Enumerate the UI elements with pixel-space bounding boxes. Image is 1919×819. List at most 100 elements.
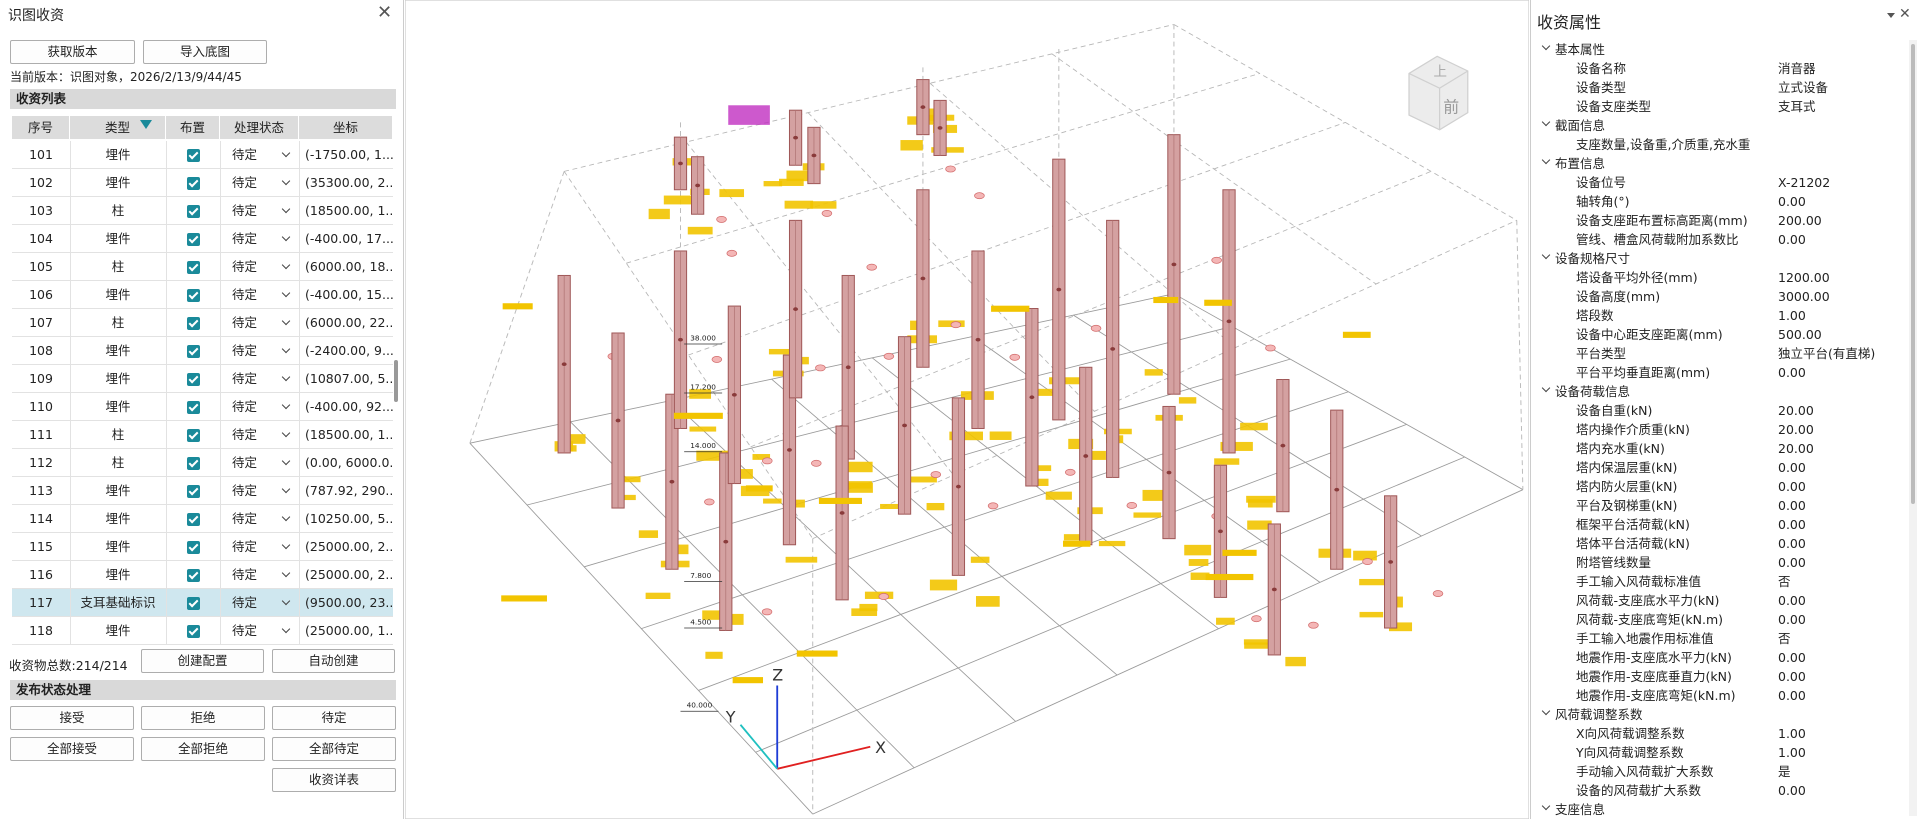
property-value[interactable]: 0.00 (1778, 479, 1806, 494)
row-status[interactable]: 待定 (232, 343, 258, 358)
table-row[interactable] (12, 477, 393, 505)
row-status[interactable]: 待定 (232, 315, 258, 330)
row-status[interactable]: 待定 (232, 483, 258, 498)
button[interactable]: 全部接受 (10, 737, 134, 761)
checkbox[interactable] (187, 597, 200, 610)
group-name[interactable]: 基本属性 (1555, 42, 1606, 57)
button[interactable]: 自动创建 (272, 649, 395, 673)
table-row[interactable] (12, 365, 393, 393)
row-status[interactable]: 待定 (232, 371, 258, 386)
dropdown-arrow[interactable] (1887, 13, 1895, 18)
button[interactable]: 获取版本 (10, 40, 135, 64)
table-row[interactable] (12, 421, 393, 449)
property-value[interactable]: 1.00 (1778, 308, 1806, 323)
property-value[interactable]: 20.00 (1778, 403, 1814, 418)
property-value[interactable]: 否 (1778, 574, 1791, 589)
property-value[interactable]: 0.00 (1778, 650, 1806, 665)
checkbox[interactable] (187, 429, 200, 442)
button[interactable]: 全部拒绝 (141, 737, 265, 761)
table-row[interactable] (12, 197, 393, 225)
expand-arrow[interactable] (1541, 706, 1551, 716)
table-row[interactable] (12, 309, 393, 337)
row-status[interactable]: 待定 (232, 147, 258, 162)
property-value[interactable]: 0.00 (1778, 555, 1806, 570)
group-name[interactable]: 布置信息 (1555, 156, 1606, 171)
table-row[interactable] (12, 169, 393, 197)
property-value[interactable]: 200.00 (1778, 213, 1822, 228)
group-name[interactable]: 设备荷载信息 (1555, 384, 1631, 399)
close-button[interactable]: ✕ (377, 2, 393, 23)
row-status[interactable]: 待定 (232, 231, 258, 246)
viewport[interactable]: 38.000 17.200 14.000 7.800 4.500 40.000 Z X Y 上前 (405, 0, 1529, 819)
property-value[interactable]: 0.00 (1778, 517, 1806, 532)
property-value[interactable]: 0.00 (1778, 194, 1806, 209)
row-status[interactable]: 待定 (232, 567, 258, 582)
button[interactable]: 接受 (10, 706, 134, 730)
checkbox[interactable] (187, 177, 200, 190)
property-value[interactable]: 0.00 (1778, 688, 1806, 703)
expand-arrow[interactable] (1541, 155, 1551, 165)
button[interactable]: 拒绝 (141, 706, 265, 730)
row-status[interactable]: 待定 (232, 287, 258, 302)
property-value[interactable]: 否 (1778, 631, 1791, 646)
group-name[interactable]: 设备规格尺寸 (1555, 251, 1631, 266)
table-row[interactable] (12, 505, 393, 533)
property-value[interactable]: 20.00 (1778, 441, 1814, 456)
property-value[interactable]: 0.00 (1778, 612, 1806, 627)
row-status[interactable]: 待定 (232, 595, 258, 610)
checkbox[interactable] (187, 569, 200, 582)
button[interactable]: 创建配置 (141, 649, 264, 673)
checkbox[interactable] (187, 401, 200, 414)
property-value[interactable]: 支耳式 (1778, 99, 1816, 114)
table-row[interactable] (12, 337, 393, 365)
button[interactable]: 全部待定 (272, 737, 396, 761)
table-row[interactable] (12, 225, 393, 253)
property-value[interactable]: 0.00 (1778, 460, 1806, 475)
property-value[interactable]: 0.00 (1778, 498, 1806, 513)
button[interactable]: 待定 (272, 706, 396, 730)
checkbox[interactable] (187, 457, 200, 470)
table-row[interactable] (12, 589, 393, 617)
property-value[interactable]: 消音器 (1778, 61, 1816, 76)
table-row[interactable] (12, 449, 393, 477)
property-value[interactable]: 立式设备 (1778, 80, 1829, 95)
row-status[interactable]: 待定 (232, 175, 258, 190)
property-value[interactable]: 1200.00 (1778, 270, 1830, 285)
button[interactable]: 导入底图 (143, 40, 267, 64)
expand-arrow[interactable] (1541, 117, 1551, 127)
property-value[interactable]: 0.00 (1778, 783, 1806, 798)
table-row[interactable] (12, 141, 393, 169)
row-status[interactable]: 待定 (232, 623, 258, 638)
checkbox[interactable] (187, 149, 200, 162)
row-status[interactable]: 待定 (232, 539, 258, 554)
property-value[interactable]: 0.00 (1778, 536, 1806, 551)
checkbox[interactable] (187, 289, 200, 302)
property-value[interactable]: 是 (1778, 764, 1791, 779)
table-row[interactable] (12, 533, 393, 561)
checkbox[interactable] (187, 513, 200, 526)
view-cube[interactable] (1408, 55, 1469, 131)
expand-arrow[interactable] (1541, 250, 1551, 260)
expand-arrow[interactable] (1541, 801, 1551, 811)
row-status[interactable]: 待定 (232, 427, 258, 442)
button[interactable]: 收资详表 (272, 768, 396, 792)
property-value[interactable]: 1.00 (1778, 745, 1806, 760)
checkbox[interactable] (187, 345, 200, 358)
close-button[interactable]: ✕ (1899, 6, 1911, 22)
checkbox[interactable] (187, 261, 200, 274)
property-value[interactable]: 500.00 (1778, 327, 1822, 342)
row-status[interactable]: 待定 (232, 203, 258, 218)
property-value[interactable]: 3000.00 (1778, 289, 1830, 304)
group-name[interactable]: 截面信息 (1555, 118, 1606, 133)
expand-arrow[interactable] (1541, 41, 1551, 51)
checkbox[interactable] (187, 205, 200, 218)
property-value[interactable]: 0.00 (1778, 365, 1806, 380)
checkbox[interactable] (187, 233, 200, 246)
checkbox[interactable] (187, 485, 200, 498)
property-value[interactable]: 独立平台(有直梯) (1778, 346, 1876, 361)
property-value[interactable]: X-21202 (1778, 175, 1831, 190)
checkbox[interactable] (187, 541, 200, 554)
property-value[interactable]: 0.00 (1778, 232, 1806, 247)
row-status[interactable]: 待定 (232, 399, 258, 414)
property-value[interactable]: 0.00 (1778, 669, 1806, 684)
